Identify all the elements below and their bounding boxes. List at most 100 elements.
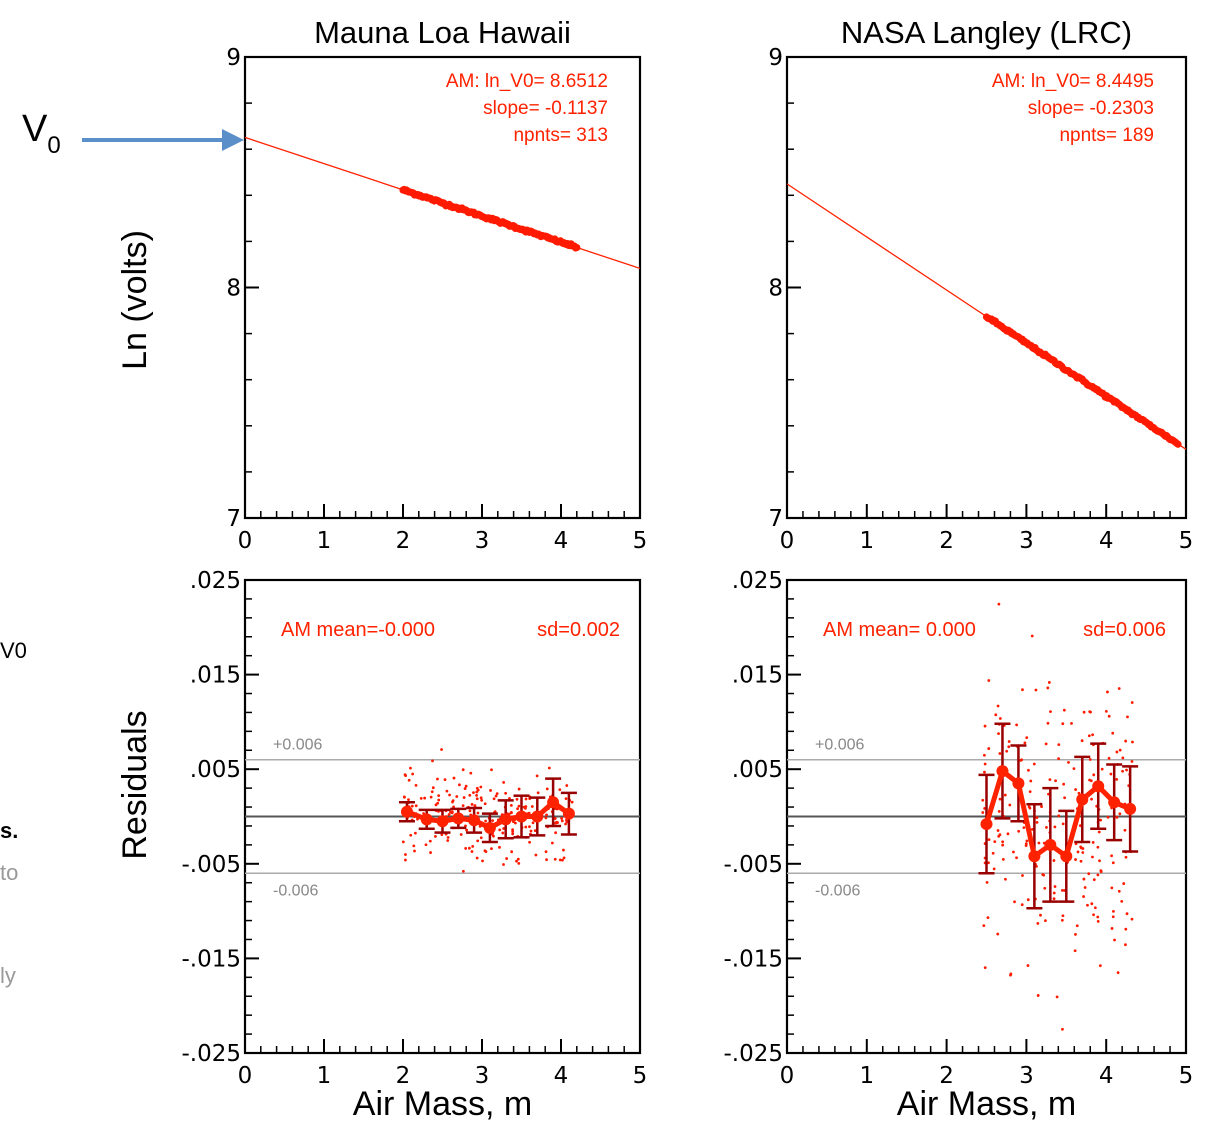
residual-point bbox=[1057, 743, 1061, 747]
residual-point bbox=[490, 847, 493, 850]
residual-point bbox=[1109, 772, 1113, 776]
residual-point bbox=[1082, 710, 1086, 714]
x-tick-label: 4 bbox=[554, 1063, 569, 1089]
residual-point bbox=[481, 859, 484, 863]
x-tick-label: 3 bbox=[1019, 1063, 1034, 1089]
residual-point bbox=[1086, 903, 1089, 907]
residual-point bbox=[1080, 739, 1084, 743]
residual-point bbox=[524, 806, 527, 810]
residual-point bbox=[409, 766, 412, 770]
residual-point bbox=[996, 829, 1000, 832]
bin-mean-point bbox=[499, 813, 512, 826]
residual-point bbox=[1053, 885, 1057, 888]
residual-point bbox=[556, 821, 559, 824]
residual-point bbox=[998, 717, 1002, 720]
residual-point bbox=[513, 821, 517, 825]
y-axis-title-bottom: Residuals bbox=[116, 710, 154, 859]
residual-point bbox=[1003, 793, 1007, 797]
residual-point bbox=[1052, 859, 1056, 862]
residual-point bbox=[987, 838, 991, 842]
residual-scatter bbox=[401, 748, 574, 873]
residual-point bbox=[510, 850, 514, 854]
x-tick-label: 1 bbox=[317, 528, 332, 554]
residual-point bbox=[997, 810, 1001, 813]
residual-point bbox=[429, 851, 432, 854]
residual-point bbox=[1083, 886, 1087, 889]
x-axis-title: Air Mass, m bbox=[353, 1085, 532, 1123]
residual-point bbox=[560, 819, 564, 823]
residual-point bbox=[1032, 762, 1036, 766]
residual-point bbox=[998, 752, 1002, 755]
residual-point bbox=[458, 783, 461, 787]
residual-point bbox=[404, 853, 407, 856]
residual-point bbox=[476, 811, 480, 815]
y-tick-label: -.015 bbox=[723, 946, 783, 972]
residual-point bbox=[412, 844, 416, 848]
residual-point bbox=[1117, 889, 1121, 893]
x-axis-title: Air Mass, m bbox=[897, 1085, 1076, 1123]
residual-point bbox=[511, 832, 515, 836]
residual-point bbox=[471, 845, 475, 848]
residual-point bbox=[1087, 734, 1091, 738]
residual-point bbox=[1111, 861, 1115, 865]
residual-point bbox=[1007, 740, 1011, 743]
x-tick-label: 4 bbox=[554, 528, 569, 554]
y-tick-label: -.025 bbox=[723, 1041, 783, 1067]
residual-point bbox=[484, 819, 488, 823]
residual-point bbox=[1120, 899, 1124, 903]
residual-point bbox=[1001, 857, 1005, 861]
residual-point bbox=[1081, 851, 1085, 854]
fit-annotation: slope= -0.2303 bbox=[1028, 98, 1154, 119]
residual-point bbox=[553, 817, 557, 820]
residual-point bbox=[515, 859, 518, 863]
residual-point bbox=[1075, 924, 1079, 928]
residual-point bbox=[1118, 748, 1122, 752]
residual-point bbox=[981, 798, 985, 802]
residual-point bbox=[475, 856, 479, 860]
x-tick-label: 5 bbox=[1179, 1063, 1194, 1089]
residual-point bbox=[1052, 891, 1056, 895]
x-tick-label: 4 bbox=[1099, 528, 1114, 554]
residual-point bbox=[570, 800, 574, 804]
residual-point bbox=[498, 828, 502, 832]
residual-point bbox=[465, 828, 469, 832]
residual-point bbox=[1126, 715, 1129, 719]
residual-point bbox=[508, 797, 511, 800]
residual-point bbox=[1088, 778, 1092, 782]
residual-point bbox=[452, 805, 455, 809]
data-point bbox=[1174, 440, 1182, 448]
bin-mean-point bbox=[1012, 777, 1025, 790]
panel-langley-fit: 0 1 2 3 4 5 9 8 7 NASA Langley (LRC) AM: ln_V0= 8.… bbox=[768, 15, 1193, 554]
residual-point bbox=[535, 774, 539, 778]
residual-point bbox=[554, 831, 558, 835]
y-tick-label: .005 bbox=[732, 757, 783, 783]
residual-point bbox=[1013, 900, 1016, 904]
residual-point bbox=[564, 822, 567, 826]
residual-point bbox=[1082, 895, 1085, 898]
residual-point bbox=[1030, 634, 1034, 638]
x-tick-label: 3 bbox=[1019, 528, 1034, 554]
residual-point bbox=[1099, 818, 1103, 822]
residual-point bbox=[473, 804, 477, 807]
residual-sd: sd=0.006 bbox=[1083, 619, 1166, 641]
residual-point bbox=[502, 827, 506, 830]
residual-point bbox=[1074, 858, 1077, 861]
residual-point bbox=[1046, 686, 1050, 690]
x-tick-label: 5 bbox=[633, 1063, 648, 1089]
residual-point bbox=[1110, 927, 1114, 930]
residual-point bbox=[1116, 971, 1120, 975]
residual-point bbox=[992, 867, 996, 871]
residual-mean: AM mean= 0.000 bbox=[823, 619, 976, 641]
residual-point bbox=[448, 793, 451, 797]
residual-point bbox=[1029, 779, 1033, 783]
x-tick-label: 0 bbox=[238, 528, 253, 554]
residual-point bbox=[987, 861, 990, 865]
residual-point bbox=[464, 847, 468, 850]
residual-point bbox=[511, 828, 514, 832]
residual-point bbox=[479, 796, 483, 800]
left-edge-text: V0 V0 s. to ly bbox=[0, 108, 61, 988]
residual-point bbox=[1091, 841, 1095, 844]
residual-point bbox=[445, 789, 449, 793]
residual-point bbox=[1060, 918, 1064, 922]
residual-point bbox=[983, 762, 987, 766]
